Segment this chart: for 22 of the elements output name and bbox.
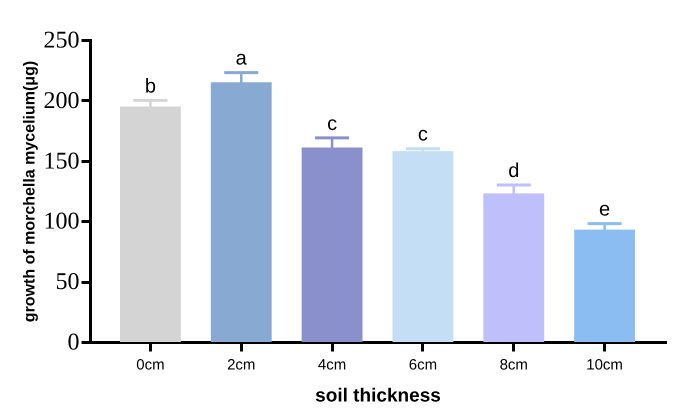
data-label: b	[144, 75, 156, 98]
data-label: d	[508, 160, 520, 182]
bar	[392, 151, 454, 342]
x-tick-label: 4cm	[318, 356, 346, 374]
x-tick-label: 0cm	[136, 356, 165, 374]
data-label: c	[327, 112, 338, 135]
data-label: e	[599, 198, 610, 221]
y-tick-label: 50	[56, 269, 80, 296]
data-label: a	[236, 48, 248, 70]
y-tick-label: 150	[44, 148, 80, 174]
x-tick-label: 2cm	[227, 356, 256, 374]
bar	[120, 106, 181, 342]
y-axis-title: growth of morchella mycelium(μg)	[22, 60, 38, 322]
x-axis-title: soil thickness	[315, 386, 441, 406]
y-tick-label: 200	[44, 88, 80, 114]
x-tick-label: 10cm	[586, 356, 623, 374]
x-tick-label: 6cm	[408, 356, 438, 374]
y-tick-label: 0	[68, 330, 80, 356]
x-tick-label: 8cm	[500, 356, 528, 374]
y-tick-label: 250	[44, 28, 80, 54]
y-tick-label: 100	[44, 208, 80, 235]
data-label: c	[418, 124, 428, 146]
